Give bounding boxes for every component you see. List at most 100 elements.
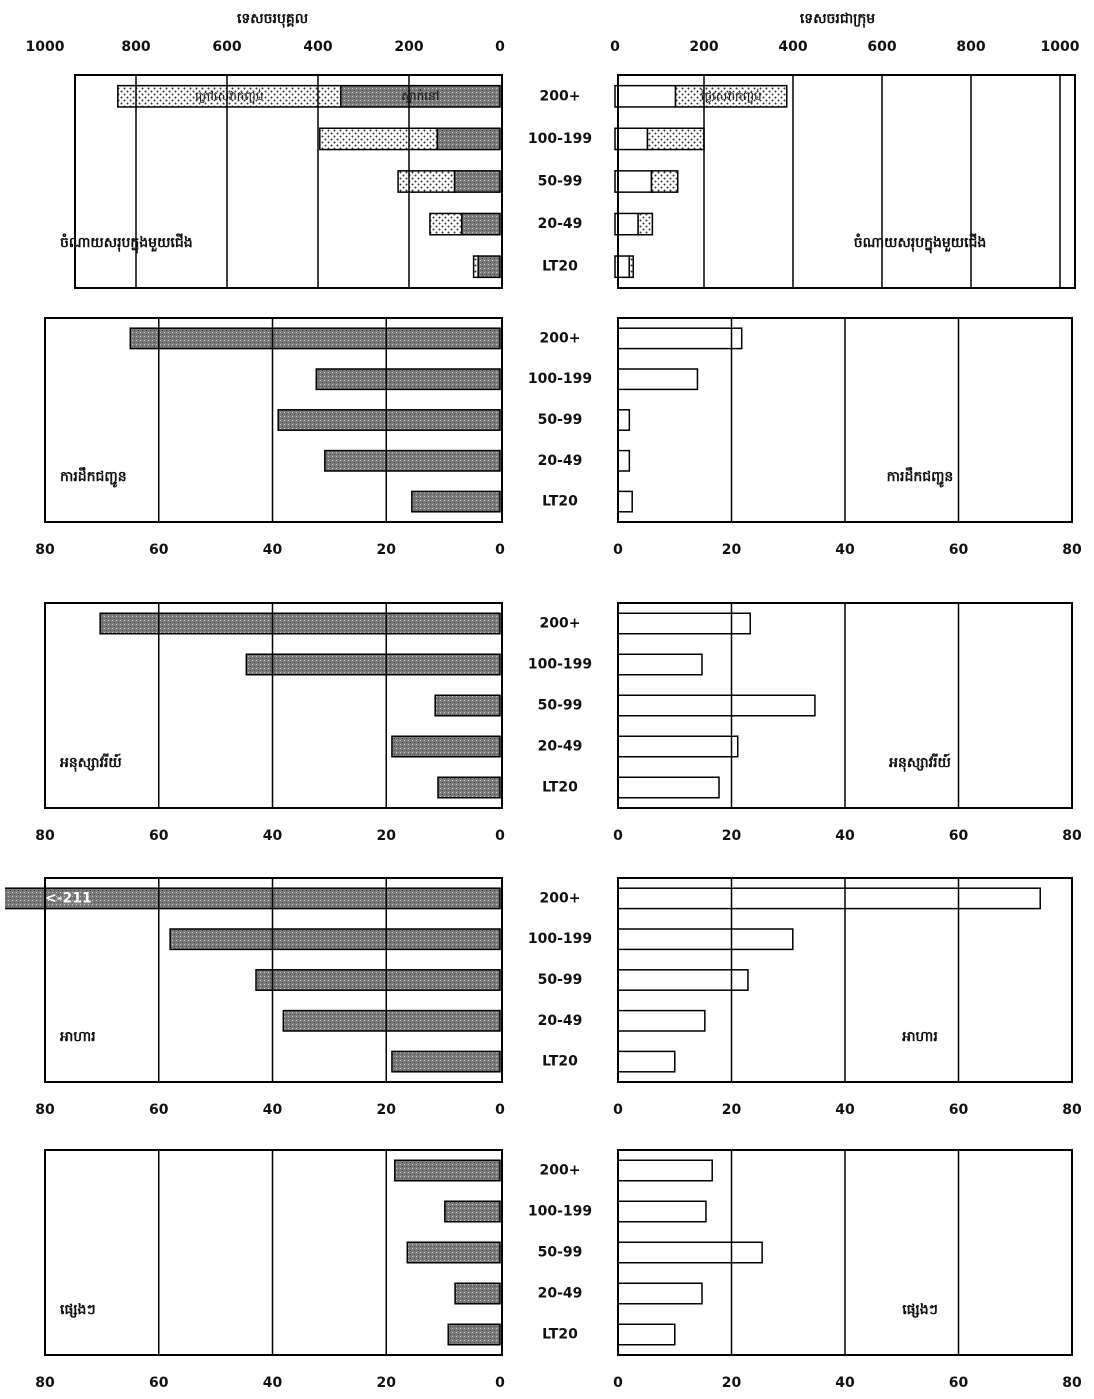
category-label: 200+: [540, 88, 581, 104]
category-label: 100-199: [528, 371, 592, 387]
x-tick-label: 20: [722, 828, 742, 844]
legend-label: ស្នាក់នៅ: [401, 88, 439, 103]
x-tick-label: 80: [35, 1375, 55, 1391]
bar: [617, 327, 743, 350]
bar: [411, 490, 501, 513]
bar: [282, 1009, 501, 1032]
category-label: 20-49: [538, 216, 583, 232]
category-label: 50-99: [538, 412, 583, 428]
bar: [614, 84, 677, 108]
panel-frame: [74, 74, 503, 289]
bar: [614, 127, 649, 151]
category-label: 100-199: [528, 657, 592, 673]
panel-title: ផ្សេងៗ: [902, 1302, 938, 1318]
x-tick-label: 20: [377, 542, 397, 558]
bar: [5, 887, 501, 910]
bar: [617, 887, 1041, 910]
plot-layer: [5, 84, 1041, 1346]
x-tick-label: 800: [956, 39, 985, 55]
category-label: 20-49: [538, 1013, 583, 1029]
x-tick-label: 0: [613, 1102, 623, 1118]
bar: [617, 1282, 703, 1305]
bar: [617, 1241, 763, 1264]
bar: [391, 1050, 501, 1073]
x-tick-label: 20: [377, 1375, 397, 1391]
bar: [617, 969, 749, 991]
bar: [434, 694, 501, 717]
x-tick-label: 0: [610, 39, 620, 55]
x-tick-label: 400: [778, 39, 807, 55]
x-tick-label: 80: [1062, 828, 1082, 844]
x-tick-label: 80: [1062, 542, 1082, 558]
x-tick-label: 600: [867, 39, 896, 55]
bar: [650, 170, 679, 193]
x-tick-label: 1000: [26, 39, 65, 55]
bar: [453, 170, 501, 193]
bar: [477, 255, 501, 279]
bar: [277, 409, 501, 431]
bar: [319, 127, 438, 151]
category-label: LT20: [542, 780, 578, 796]
bar: [117, 84, 342, 108]
category-label: 20-49: [538, 739, 583, 755]
bar: [472, 255, 479, 279]
panel-title: អនុស្សាវរីយ៍: [889, 753, 951, 772]
bar: [617, 1009, 706, 1032]
bar: [324, 449, 501, 472]
bar: [617, 1050, 676, 1073]
bar: [391, 735, 501, 758]
bar: [99, 612, 501, 635]
category-label: 100-199: [528, 131, 592, 147]
x-tick-label: 200: [689, 39, 718, 55]
panel-title: ផ្សេងៗ: [60, 1302, 96, 1318]
x-tick-label: 60: [949, 1102, 969, 1118]
panel-title: អាហារ: [902, 1029, 938, 1045]
category-label: 20-49: [538, 453, 583, 469]
bar: [169, 928, 501, 951]
x-tick-label: 60: [949, 828, 969, 844]
axis-label: ទេសចរជាក្រុម: [800, 11, 875, 28]
panel-title: ចំណាយសរុបក្នុងមួយជើង: [60, 233, 193, 254]
category-label: LT20: [542, 1054, 578, 1070]
panel-frame: [44, 877, 503, 1083]
x-tick-label: 80: [35, 1102, 55, 1118]
x-tick-label: 40: [835, 1102, 855, 1118]
bar: [617, 928, 794, 951]
bar: [617, 449, 631, 472]
x-tick-label: 200: [394, 39, 423, 55]
x-tick-label: 40: [835, 1375, 855, 1391]
x-tick-label: 60: [149, 542, 169, 558]
x-tick-label: 40: [263, 542, 283, 558]
panel-frame: [617, 74, 1076, 289]
x-tick-label: 40: [263, 828, 283, 844]
x-tick-label: 0: [495, 1102, 505, 1118]
panel-frame: [44, 602, 503, 809]
bar: [617, 694, 816, 717]
x-tick-label: 60: [149, 828, 169, 844]
bar: [255, 969, 501, 991]
value-label: <-211: [45, 890, 92, 906]
category-label: 50-99: [538, 174, 583, 190]
bar: [444, 1200, 501, 1223]
x-tick-label: 0: [613, 1375, 623, 1391]
category-label: 50-99: [538, 1245, 583, 1261]
bar: [617, 490, 633, 513]
x-tick-label: 40: [263, 1102, 283, 1118]
bar: [315, 368, 501, 391]
x-tick-label: 0: [495, 828, 505, 844]
bar: [617, 1200, 707, 1223]
bar: [245, 653, 501, 676]
bar: [617, 1159, 713, 1182]
x-tick-label: 20: [722, 1375, 742, 1391]
x-tick-label: 80: [1062, 1102, 1082, 1118]
category-label: LT20: [542, 1327, 578, 1343]
x-tick-label: 60: [149, 1102, 169, 1118]
x-tick-label: 60: [949, 542, 969, 558]
axis-label: ទេសចរបុគ្គល: [237, 11, 308, 28]
bar: [447, 1323, 501, 1346]
bar: [637, 212, 654, 236]
x-tick-label: 400: [303, 39, 332, 55]
x-tick-label: 600: [212, 39, 241, 55]
x-tick-label: 0: [495, 39, 505, 55]
